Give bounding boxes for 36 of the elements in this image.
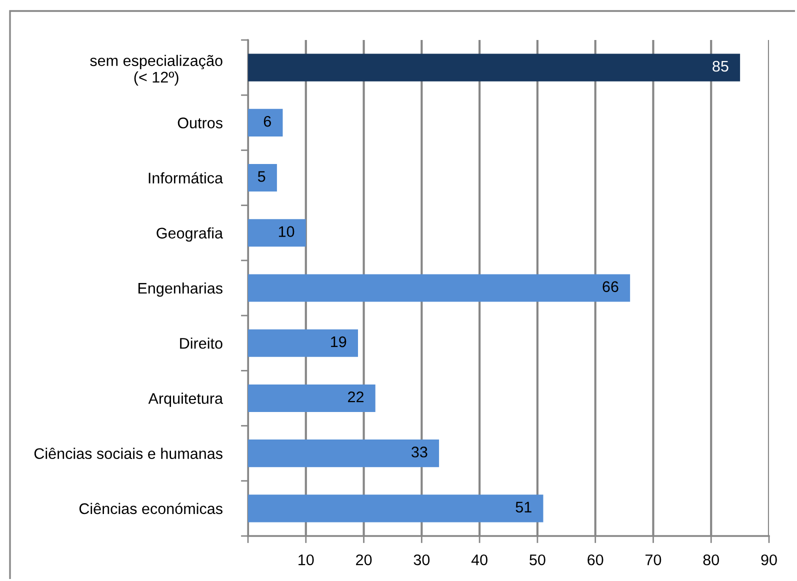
data-label: 33 <box>412 446 428 458</box>
data-label: 66 <box>602 281 618 292</box>
data-label: 5 <box>258 171 266 182</box>
y-tick-label: Informática <box>148 172 224 184</box>
bar <box>248 329 358 357</box>
data-label: 22 <box>348 392 364 402</box>
x-tick-label: 70 <box>646 554 662 566</box>
data-label: 51 <box>516 502 532 513</box>
y-tick-label: Arquitetura <box>148 392 224 407</box>
y-tick-label: Ciências económicas <box>79 502 222 514</box>
bar <box>248 164 277 192</box>
x-tick-label: 20 <box>356 554 372 566</box>
y-tick-label: Ciências sociais e humanas <box>34 448 222 460</box>
y-tick-label: Direito <box>180 338 222 349</box>
x-tick-label: 60 <box>588 554 604 566</box>
bar <box>248 494 544 522</box>
bar <box>248 384 376 412</box>
x-tick-label: 80 <box>703 554 720 566</box>
bar <box>248 440 440 468</box>
y-tick-label: Geografia <box>156 227 224 242</box>
bar <box>248 108 283 136</box>
bar <box>248 219 306 247</box>
y-tick-label: sem especialização (< 12º) <box>90 54 222 86</box>
data-label: 10 <box>278 226 294 237</box>
data-label: 85 <box>712 60 728 72</box>
x-tick-label: 50 <box>530 554 546 566</box>
x-tick-label: 10 <box>298 554 314 566</box>
data-label: 6 <box>264 116 271 127</box>
y-tick-label: Engenharias <box>138 282 222 297</box>
bar <box>248 274 630 302</box>
x-tick-label: 30 <box>414 554 430 566</box>
x-tick-label: 90 <box>761 554 777 566</box>
y-tick-label: Outros <box>178 118 222 128</box>
x-tick-label: 40 <box>471 554 488 566</box>
data-label: 19 <box>331 336 346 348</box>
bar <box>248 54 740 82</box>
